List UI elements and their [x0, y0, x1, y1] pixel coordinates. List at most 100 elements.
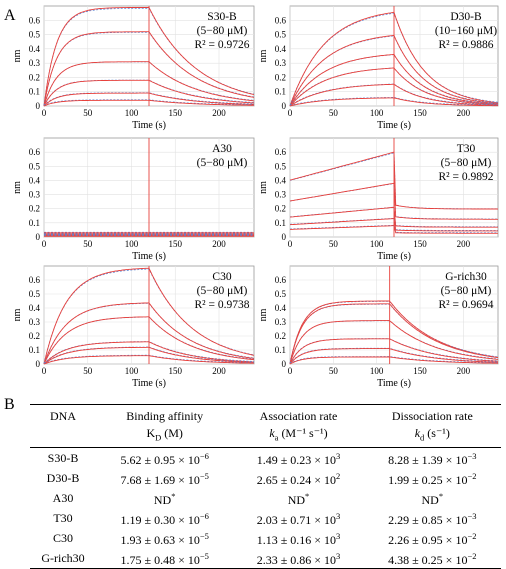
- chart6-series-5-fit: [289, 348, 499, 365]
- chart2-y-tick-label: 0: [282, 101, 287, 111]
- table-header-row: DNA Binding affinity Association rate Di…: [30, 404, 501, 425]
- chart1-x-tick-label: 200: [212, 108, 226, 118]
- chart2-x-tick-label: 200: [457, 108, 471, 118]
- header-dna-unit: [30, 425, 96, 449]
- header-kd-unit: KD (M): [96, 425, 234, 449]
- chart1-x-axis-title: Time (s): [132, 120, 166, 131]
- chart2-series-4-fit: [289, 67, 499, 107]
- chart6-y-tick-label: 0: [282, 359, 287, 369]
- chart2-series-5-fit: [289, 83, 498, 107]
- chart1-x-tick-label: 50: [83, 108, 93, 118]
- cell-ka: 1.49 ± 0.23 × 103: [256, 451, 341, 468]
- header-ka-unit: ka (M⁻¹ s⁻¹): [233, 425, 364, 449]
- chart6-title: G-rich30: [445, 271, 487, 283]
- chart6-y-axis-title: nm: [258, 308, 269, 321]
- table-row: S30-B 5.62 ± 0.95 × 10−6 1.49 ± 0.23 × 103…: [30, 448, 501, 469]
- chart5-series-1-fit: [43, 267, 255, 365]
- chart1-x-tick-label: 150: [169, 108, 183, 118]
- chart2-series-1-fit: [289, 11, 499, 107]
- chart3-y-tick-label: 0.1: [29, 218, 40, 228]
- chart6-subtitle: (5−80 μM): [441, 285, 492, 297]
- chart2-subtitle: (10−160 μM): [435, 25, 497, 37]
- chart4-x-axis-title: Time (s): [377, 251, 411, 262]
- chart4-y-tick-label: 0.5: [275, 161, 287, 171]
- chart1-series-2-fit: [43, 31, 255, 107]
- chart4-y-tick-label: 0.1: [275, 218, 286, 228]
- chart5-x-tick-label: 100: [125, 366, 139, 376]
- cell-ka: ND*: [287, 491, 310, 508]
- chart2-series-6-data: [289, 97, 498, 106]
- cell-dna: D30-B: [46, 471, 80, 486]
- table-row: T30 1.19 ± 0.30 × 10−6 2.03 ± 0.71 × 103 2.…: [30, 508, 501, 528]
- header-kdis-unit: kd (s⁻¹): [363, 425, 501, 449]
- chart6-x-tick-label: 50: [329, 366, 339, 376]
- chart3-y-tick-label: 0.2: [29, 204, 40, 214]
- cell-kdis: 4.38 ± 0.25 × 10−2: [363, 548, 501, 569]
- chart1-series-1-fit: [43, 7, 255, 107]
- chart5-y-tick-label: 0.5: [29, 289, 41, 299]
- chart1-subtitle: (5−80 μM): [197, 25, 248, 37]
- chart1-y-tick-label: 0.2: [29, 72, 40, 82]
- cell-ka: 1.13 ± 0.16 × 103: [256, 531, 341, 548]
- chart1-y-tick-label: 0.4: [29, 44, 41, 54]
- table-row: D30-B 7.68 ± 1.69 × 10−5 2.65 ± 0.24 × 102…: [30, 468, 501, 488]
- chart4-r2: R² = 0.9892: [439, 171, 494, 183]
- chart5-series-5-data: [43, 346, 255, 364]
- chart5-y-axis-title: nm: [12, 308, 23, 321]
- chart2-y-axis-title: nm: [258, 49, 269, 62]
- chart3-x-tick-label: 50: [83, 239, 93, 249]
- chart1-x-tick-label: 0: [42, 108, 47, 118]
- chart3-y-axis-title: nm: [12, 181, 23, 194]
- chart4-y-tick-label: 0.3: [275, 190, 287, 200]
- chart6-y-tick-label: 0.2: [275, 331, 286, 341]
- chart2-r2: R² = 0.9886: [439, 39, 494, 51]
- chart4-series-1-fit: [289, 151, 498, 210]
- chart6-series-4-fit: [289, 338, 499, 365]
- chart4-x-tick-label: 50: [329, 239, 339, 249]
- cell-dna: A30: [52, 491, 74, 506]
- cell-kdis: 1.99 ± 0.25 × 10−2: [388, 471, 477, 488]
- kinetics-table: DNA Binding affinity Association rate Di…: [30, 404, 501, 569]
- chart3-subtitle: (5−80 μM): [197, 157, 248, 169]
- chart5-series-5-fit: [43, 346, 255, 365]
- chart2-title: D30-B: [450, 11, 482, 23]
- header-dissociation-rate: Dissociation rate: [363, 404, 501, 425]
- table-row: A30 ND* ND* ND*: [30, 488, 501, 508]
- cell-ka: 2.65 ± 0.24 × 102: [256, 471, 341, 488]
- chart1-series-4-fit: [43, 79, 255, 107]
- chart5-subtitle: (5−80 μM): [197, 285, 248, 297]
- chart6-y-tick-label: 0.3: [275, 317, 287, 327]
- chart6-y-tick-label: 0.4: [275, 303, 287, 313]
- chart1-x-tick-label: 100: [125, 108, 139, 118]
- cell-kdis: ND*: [421, 491, 444, 508]
- cell-dna: S30-B: [47, 451, 79, 466]
- chart1-y-tick-label: 0.3: [29, 58, 41, 68]
- chart3-x-tick-label: 100: [125, 239, 139, 249]
- chart5-y-tick-label: 0.1: [29, 345, 40, 355]
- chart2-y-tick-label: 0.4: [275, 44, 287, 54]
- cell-kd: 1.93 ± 0.63 × 10−5: [120, 531, 209, 548]
- chart3-x-axis-title: Time (s): [132, 251, 166, 262]
- chart2-series-2-fit: [289, 34, 499, 107]
- chart5-x-tick-label: 200: [212, 366, 226, 376]
- chart4-x-tick-label: 200: [457, 239, 471, 249]
- chart2-x-tick-label: 0: [288, 108, 293, 118]
- chart1-series-5-fit: [43, 92, 254, 107]
- chart1-series-5-data: [43, 92, 255, 106]
- chart4-y-tick-label: 0.2: [275, 204, 286, 214]
- chart6-series-2-fit: [289, 303, 499, 365]
- chart5-series-4-fit: [43, 341, 255, 365]
- chart2-x-axis-title: Time (s): [377, 120, 411, 131]
- chart2-series-3-fit: [289, 53, 499, 107]
- chart6-x-tick-label: 150: [413, 366, 427, 376]
- chart4-y-tick-label: 0.4: [275, 175, 287, 185]
- chart6-x-axis-title: Time (s): [377, 378, 411, 389]
- chart2-y-tick-label: 0.2: [275, 72, 286, 82]
- chart6-y-tick-label: 0.1: [275, 345, 286, 355]
- chart4-y-axis-title: nm: [258, 181, 269, 194]
- chart6-series-1-fit: [289, 300, 499, 365]
- sensorgram-figure: A 0 0.1 0.2 0.3 0.4 0.5 0.6 0 50 100 150 200 Time (s…: [4, 5, 499, 389]
- cell-kd: ND*: [153, 491, 176, 508]
- cell-dna: C30: [52, 531, 73, 546]
- chart5-x-axis-title: Time (s): [132, 378, 166, 389]
